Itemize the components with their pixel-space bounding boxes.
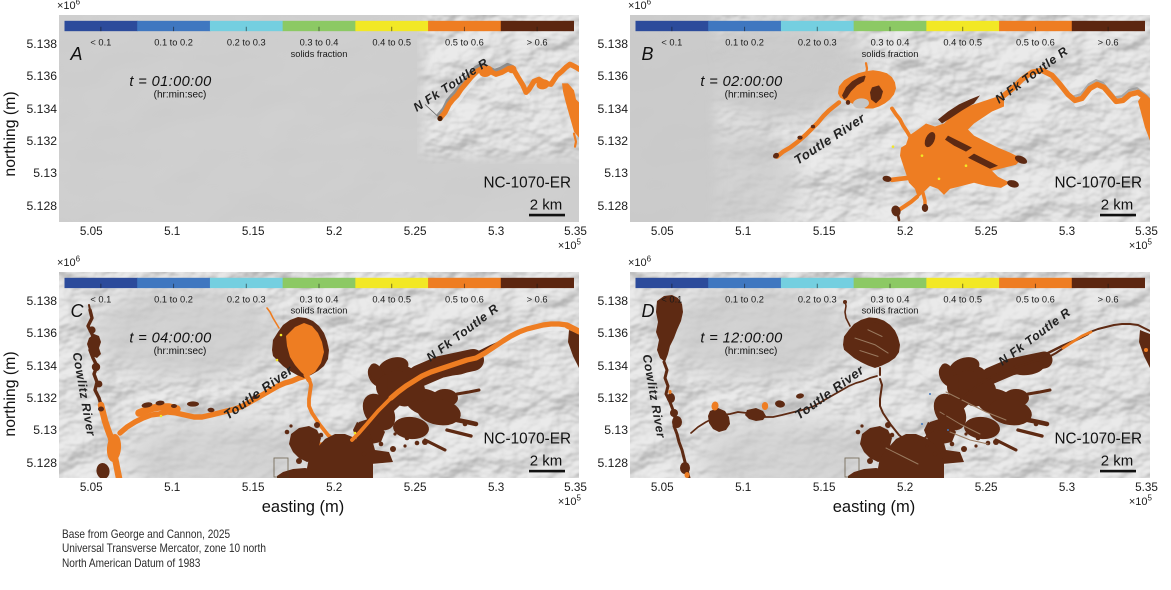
svg-text:0.4 to 0.5: 0.4 to 0.5 bbox=[943, 294, 982, 304]
svg-text:0.3 to 0.4: 0.3 to 0.4 bbox=[300, 294, 339, 304]
svg-text:solids fraction: solids fraction bbox=[862, 306, 919, 316]
svg-text:0.3 to 0.4: 0.3 to 0.4 bbox=[871, 38, 910, 48]
svg-text:2 km: 2 km bbox=[530, 196, 562, 213]
svg-text:0.4 to 0.5: 0.4 to 0.5 bbox=[372, 38, 411, 48]
svg-text:solids fraction: solids fraction bbox=[862, 49, 919, 59]
svg-text:A: A bbox=[70, 44, 83, 64]
svg-text:> 0.6: > 0.6 bbox=[1098, 38, 1119, 48]
svg-text:0.1 to 0.2: 0.1 to 0.2 bbox=[154, 38, 193, 48]
svg-text:0.5 to 0.6: 0.5 to 0.6 bbox=[445, 294, 484, 304]
svg-text:> 0.6: > 0.6 bbox=[527, 294, 548, 304]
svg-text:0.2 to 0.3: 0.2 to 0.3 bbox=[227, 294, 266, 304]
svg-text:2 km: 2 km bbox=[1101, 196, 1133, 213]
svg-text:t = 02:00:00: t = 02:00:00 bbox=[700, 74, 783, 90]
svg-text:2 km: 2 km bbox=[1101, 453, 1134, 470]
svg-text:0.5 to 0.6: 0.5 to 0.6 bbox=[1016, 294, 1055, 304]
svg-text:> 0.6: > 0.6 bbox=[1098, 294, 1119, 304]
svg-text:< 0.1: < 0.1 bbox=[90, 294, 111, 304]
svg-text:C: C bbox=[71, 301, 85, 321]
svg-text:NC-1070-ER: NC-1070-ER bbox=[483, 431, 571, 448]
svg-text:0.2 to 0.3: 0.2 to 0.3 bbox=[798, 38, 837, 48]
svg-text:t = 12:00:00: t = 12:00:00 bbox=[700, 331, 782, 347]
svg-text:D: D bbox=[642, 301, 655, 321]
svg-text:(hr:min:sec): (hr:min:sec) bbox=[154, 346, 207, 357]
svg-text:0.1 to 0.2: 0.1 to 0.2 bbox=[725, 38, 764, 48]
svg-text:(hr:min:sec): (hr:min:sec) bbox=[725, 89, 778, 100]
svg-text:0.5 to 0.6: 0.5 to 0.6 bbox=[1016, 38, 1055, 48]
svg-text:< 0.1: < 0.1 bbox=[90, 38, 111, 48]
svg-text:0.1 to 0.2: 0.1 to 0.2 bbox=[154, 294, 193, 304]
svg-text:0.1 to 0.2: 0.1 to 0.2 bbox=[725, 294, 764, 304]
svg-text:t = 01:00:00: t = 01:00:00 bbox=[129, 74, 212, 90]
svg-text:0.4 to 0.5: 0.4 to 0.5 bbox=[372, 294, 411, 304]
svg-text:t = 04:00:00: t = 04:00:00 bbox=[129, 331, 211, 347]
svg-text:NC-1070-ER: NC-1070-ER bbox=[1054, 431, 1142, 448]
svg-text:(hr:min:sec): (hr:min:sec) bbox=[154, 89, 207, 100]
svg-text:< 0.1: < 0.1 bbox=[661, 38, 682, 48]
svg-text:NC-1070-ER: NC-1070-ER bbox=[1054, 174, 1142, 191]
svg-text:solids fraction: solids fraction bbox=[291, 306, 348, 316]
svg-text:solids fraction: solids fraction bbox=[291, 49, 348, 59]
svg-text:(hr:min:sec): (hr:min:sec) bbox=[725, 346, 778, 357]
svg-text:0.4 to 0.5: 0.4 to 0.5 bbox=[943, 38, 982, 48]
svg-text:NC-1070-ER: NC-1070-ER bbox=[483, 174, 571, 191]
svg-text:0.2 to 0.3: 0.2 to 0.3 bbox=[227, 38, 266, 48]
svg-text:> 0.6: > 0.6 bbox=[527, 38, 548, 48]
svg-text:2 km: 2 km bbox=[530, 453, 563, 470]
svg-text:B: B bbox=[642, 44, 654, 64]
svg-text:0.3 to 0.4: 0.3 to 0.4 bbox=[300, 38, 339, 48]
svg-text:0.2 to 0.3: 0.2 to 0.3 bbox=[798, 294, 837, 304]
svg-text:0.3 to 0.4: 0.3 to 0.4 bbox=[871, 294, 910, 304]
svg-text:< 0.1: < 0.1 bbox=[661, 294, 682, 304]
svg-text:0.5 to 0.6: 0.5 to 0.6 bbox=[445, 38, 484, 48]
